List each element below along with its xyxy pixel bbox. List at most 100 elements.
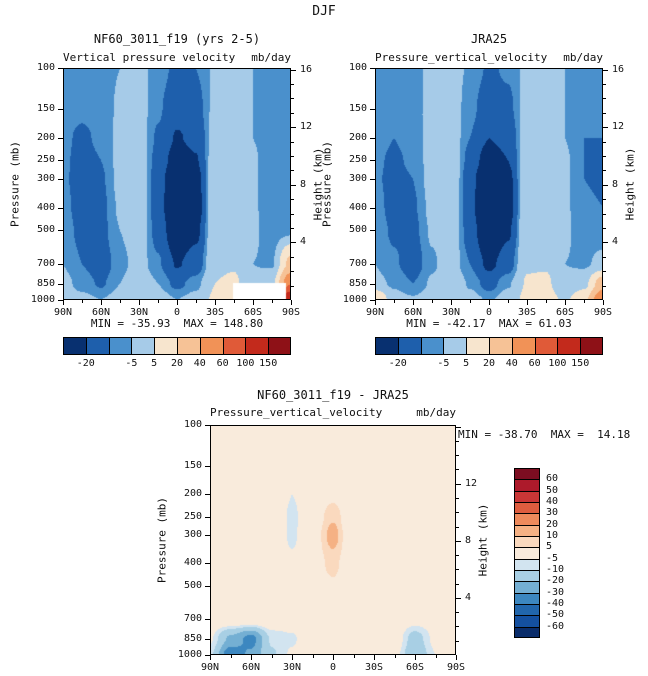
colorbar-tick-label: 10 (546, 530, 559, 541)
pressure-axis-title: Pressure (mb) (320, 140, 334, 228)
pressure-tick-label: 500 (348, 224, 367, 236)
height-minor-tick (456, 612, 459, 614)
height-tick-label: 16 (300, 63, 313, 75)
latitude-tick (489, 300, 490, 305)
pressure-tick (58, 68, 63, 69)
latitude-tick-label: 90N (53, 307, 73, 318)
height-tick (456, 426, 461, 428)
latitude-tick (415, 655, 416, 660)
colorbar-tick-label: 150 (259, 358, 278, 369)
colorbar-tick-label: 60 (546, 473, 559, 485)
pressure-tick (370, 230, 375, 232)
pressure-tick-label: 300 (36, 172, 55, 184)
latitude-minor-tick (312, 655, 314, 658)
height-tick-label: 4 (612, 236, 619, 248)
height-minor-tick (603, 84, 606, 86)
height-minor-tick (603, 271, 606, 273)
height-tick (456, 597, 461, 599)
pressure-tick (205, 619, 210, 621)
colorbar-box (245, 337, 270, 355)
latitude-tick (456, 655, 457, 660)
pressure-tick-label: 1000 (342, 294, 367, 305)
height-tick-label: 4 (300, 236, 307, 248)
pressure-tick-label: 500 (183, 579, 202, 591)
pressure-tick (370, 108, 375, 110)
pressure-tick (370, 178, 375, 180)
pressure-tick-label: 100 (36, 62, 55, 73)
colorbar-tick-label: 5 (151, 358, 158, 369)
pressure-tick (370, 160, 375, 162)
colorbar-box (466, 337, 490, 355)
height-minor-tick (456, 555, 459, 557)
colorbar-box (63, 337, 87, 355)
latitude-minor-tick (272, 300, 273, 303)
latitude-tick (292, 655, 293, 660)
height-tick-label: 4 (465, 591, 472, 603)
latitude-tick-label: 60N (91, 307, 111, 318)
colorbar-box (534, 337, 559, 355)
colorbar-tick-label: -20 (388, 358, 407, 369)
height-minor-tick (603, 213, 606, 215)
colorbar-box (511, 337, 536, 355)
colorbar-box (154, 337, 178, 355)
colorbar-tick-label: 50 (546, 484, 559, 496)
height-minor-tick (291, 285, 294, 287)
colorbar-box (489, 337, 513, 355)
height-tick-label: 12 (612, 121, 625, 133)
latitude-tick-label: 90S (593, 307, 613, 318)
pressure-tick (205, 563, 210, 565)
colorbar-box (268, 337, 291, 355)
height-minor-tick (456, 440, 459, 442)
latitude-minor-tick (158, 300, 159, 303)
pressure-tick-label: 300 (348, 172, 367, 184)
pressure-tick-label: 250 (183, 510, 202, 522)
latitude-tick (333, 655, 334, 660)
panel-title: NF60_3011_f19 (yrs 2-5) (93, 32, 261, 46)
pressure-tick-label: 250 (36, 154, 55, 166)
latitude-minor-tick (394, 300, 395, 303)
latitude-tick (253, 300, 254, 305)
pressure-tick-label: 400 (36, 201, 55, 213)
latitude-tick-label: 30S (364, 662, 384, 673)
latitude-tick-label: 90N (200, 662, 220, 673)
pressure-tick-label: 850 (36, 277, 55, 289)
panel-title: JRA25 (470, 32, 508, 46)
figure-title: DJF (312, 4, 336, 19)
colorbar-tick-label: 150 (571, 358, 590, 369)
pressure-tick (58, 137, 63, 139)
pressure-tick (58, 160, 63, 162)
height-tick-label: 12 (465, 477, 478, 489)
latitude-tick (603, 300, 604, 305)
height-minor-tick (291, 170, 294, 172)
latitude-tick-label: 30N (441, 307, 461, 318)
latitude-tick (139, 300, 140, 305)
pressure-tick-label: 400 (348, 201, 367, 213)
latitude-tick (63, 300, 64, 305)
pressure-tick (205, 534, 210, 536)
height-tick (603, 184, 608, 186)
height-minor-tick (291, 213, 294, 215)
colorbar-tick-label: -50 (546, 609, 565, 621)
pressure-tick-label: 100 (183, 419, 202, 430)
height-minor-tick (456, 640, 459, 642)
colorbar-tick-label: 5 (546, 541, 553, 553)
colorbar-box (557, 337, 582, 355)
colorbar-tick-label: 40 (505, 358, 518, 369)
latitude-tick-label: 60S (243, 307, 263, 318)
latitude-minor-tick (271, 655, 273, 658)
colorbar-box (580, 337, 603, 355)
height-minor-tick (603, 228, 606, 230)
colorbar-box (108, 337, 133, 355)
latitude-tick-label: 30N (282, 662, 302, 673)
latitude-minor-tick (435, 655, 437, 658)
colorbar-tick-label: -20 (546, 575, 565, 587)
colorbar-tick-label: 20 (482, 358, 496, 369)
latitude-tick (375, 300, 376, 305)
colorbar-box (131, 337, 156, 355)
latitude-minor-tick (394, 655, 396, 658)
height-tick-label: 8 (465, 534, 472, 546)
height-minor-tick (456, 526, 459, 528)
colorbar-tick-label: 20 (546, 518, 559, 530)
pressure-tick (58, 230, 63, 232)
colorbar-tick-label: 20 (170, 358, 184, 369)
